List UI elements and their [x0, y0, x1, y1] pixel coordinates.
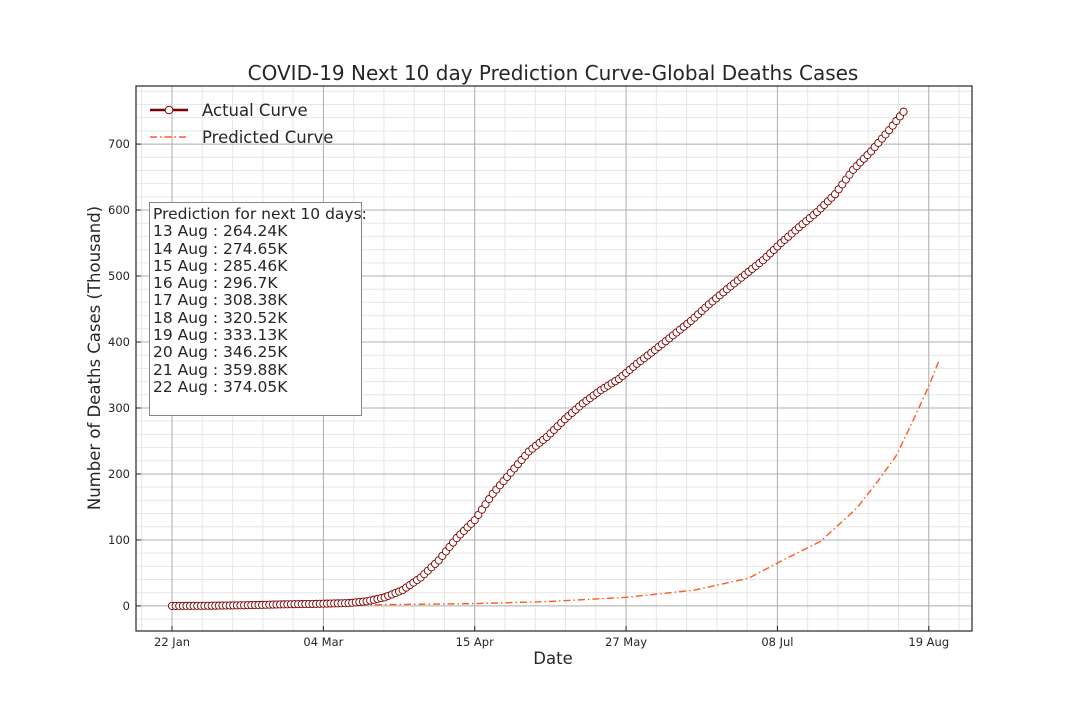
x-tick-label: 22 Jan	[154, 635, 190, 649]
y-tick-label: 600	[108, 203, 130, 217]
data-point-actual	[899, 107, 908, 116]
prediction-line: 20 Aug : 346.25K	[153, 343, 288, 362]
prediction-line: 19 Aug : 333.13K	[153, 326, 288, 345]
prediction-heading: Prediction for next 10 days:	[153, 205, 367, 223]
tick-layer: 22 Jan 04 Mar 15 Apr 27 May 08 Jul 19 Aug 0 100…	[108, 137, 949, 649]
y-tick-label: 500	[108, 269, 130, 283]
y-tick-label: 0	[123, 599, 130, 613]
prediction-line: 22 Aug : 374.05K	[153, 377, 288, 396]
y-tick-label: 200	[108, 467, 130, 481]
x-tick-label: 04 Mar	[303, 635, 343, 649]
prediction-line: 13 Aug : 264.24K	[153, 222, 288, 241]
y-tick-label: 400	[108, 335, 130, 349]
y-tick-label: 100	[108, 533, 130, 547]
prediction-line: 17 Aug : 308.38K	[153, 291, 288, 310]
legend-label-actual: Actual Curve	[202, 101, 308, 120]
x-tick-label: 19 Aug	[908, 635, 949, 649]
y-tick-label: 300	[108, 401, 130, 415]
legend: Actual Curve Predicted Curve	[150, 101, 333, 147]
legend-marker-actual	[164, 105, 174, 115]
prediction-annotation-box: Prediction for next 10 days: 13 Aug : 26…	[149, 202, 367, 416]
series-line-predicted	[172, 358, 941, 607]
y-tick-label: 700	[108, 137, 130, 151]
prediction-line: 18 Aug : 320.52K	[153, 308, 288, 327]
prediction-line: 16 Aug : 296.7K	[153, 274, 278, 293]
plot-frame	[135, 85, 973, 632]
chart-title: COVID-19 Next 10 day Prediction Curve-Gl…	[248, 61, 859, 85]
x-tick-label: 15 Apr	[456, 635, 494, 649]
series-layer	[167, 107, 941, 610]
prediction-line: 15 Aug : 285.46K	[153, 256, 288, 275]
x-axis-label: Date	[533, 649, 572, 668]
prediction-line: 21 Aug : 359.88K	[153, 360, 288, 379]
plot-border	[135, 85, 973, 632]
prediction-line: 14 Aug : 274.65K	[153, 239, 288, 258]
x-tick-label: 08 Jul	[761, 635, 793, 649]
legend-label-predicted: Predicted Curve	[202, 128, 333, 147]
x-tick-label: 27 May	[605, 635, 647, 649]
y-axis-label: Number of Deaths Cases (Thousand)	[85, 206, 104, 510]
